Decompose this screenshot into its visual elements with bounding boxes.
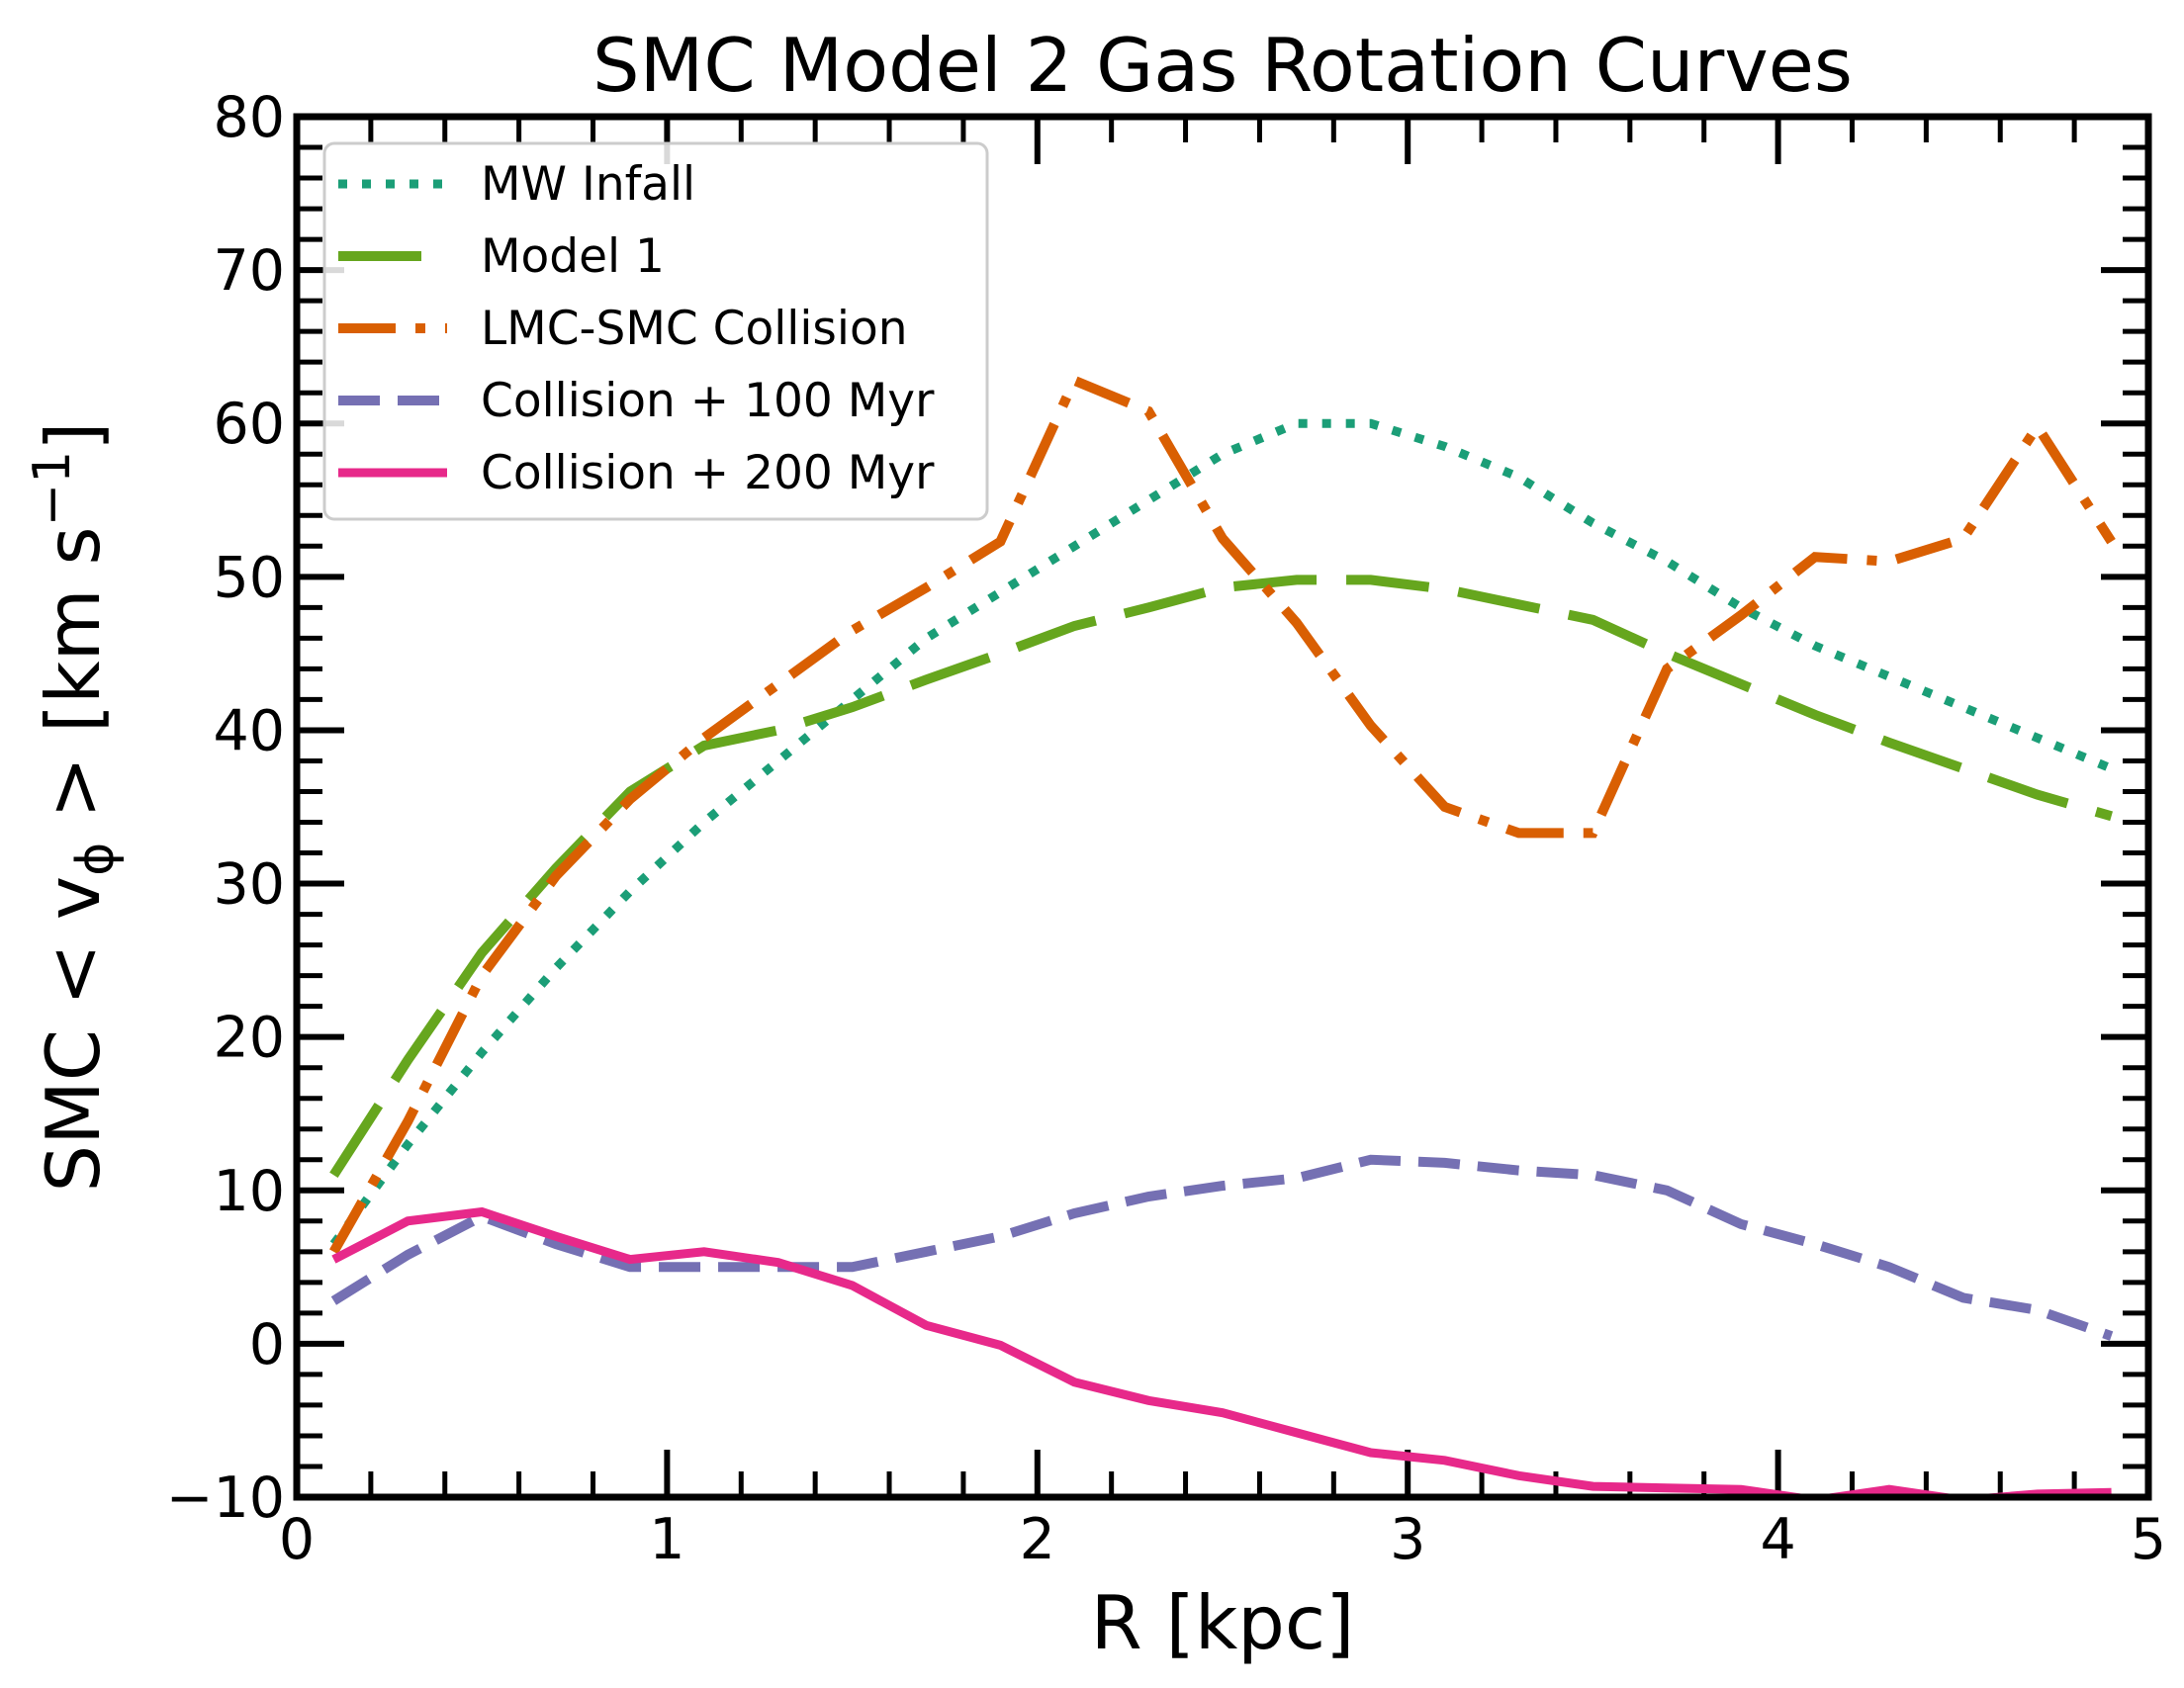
x-axis-title: R [kpc]: [1091, 1579, 1355, 1666]
y-tick-label: 70: [213, 238, 285, 304]
legend-box: [322, 141, 989, 521]
y-tick-label: 0: [249, 1312, 285, 1377]
chart-title: SMC Model 2 Gas Rotation Curves: [592, 22, 1853, 109]
legend-label: MW Infall: [481, 157, 695, 212]
y-axis-title-superscript: −1: [23, 451, 82, 527]
y-axis-ticks: −10 0 10 20 30 40 50 60 70 80: [166, 85, 2148, 1531]
x-tick-label: 3: [1390, 1507, 1425, 1572]
x-tick-label: 2: [1020, 1507, 1055, 1572]
series-line-lmc-smc-collision: [329, 374, 2116, 1255]
y-tick-label: 50: [213, 545, 285, 610]
y-tick-label: −10: [166, 1466, 285, 1531]
x-tick-label: 5: [2131, 1507, 2166, 1572]
y-axis-title: SMC < vϕ > [km s−1]: [23, 421, 126, 1192]
y-tick-label: 40: [213, 698, 285, 763]
x-tick-label: 1: [649, 1507, 684, 1572]
y-tick-label: 10: [213, 1159, 285, 1224]
y-tick-label: 60: [213, 392, 285, 457]
legend-label: Collision + 200 Myr: [481, 446, 935, 500]
legend-label: Model 1: [481, 229, 665, 284]
series-layer: [329, 374, 2116, 1497]
legend-label: Collision + 100 Myr: [481, 374, 935, 428]
series-line-collision-200-myr: [331, 1206, 2112, 1497]
y-tick-label: 20: [213, 1006, 285, 1071]
plot-frame: [293, 113, 2152, 1501]
y-tick-label: 80: [213, 85, 285, 150]
x-tick-label: 4: [1760, 1507, 1795, 1572]
y-axis-title-middle: > [km s: [30, 526, 117, 842]
series-line-model-1: [329, 575, 2113, 1179]
y-tick-label: 30: [213, 852, 285, 918]
y-axis-title-suffix: ]: [30, 421, 117, 450]
series-line-mw-infall: [329, 418, 2114, 1247]
y-axis-title-prefix: SMC < v: [30, 876, 117, 1193]
y-axis-title-subscript: ϕ: [66, 843, 126, 876]
series-line-collision-100-myr: [330, 1154, 2114, 1341]
legend-label: LMC-SMC Collision: [481, 302, 908, 356]
x-tick-label: 0: [279, 1507, 315, 1572]
legend: MW Infall Model 1 LMC-SMC Collision Collisi…: [322, 141, 989, 521]
